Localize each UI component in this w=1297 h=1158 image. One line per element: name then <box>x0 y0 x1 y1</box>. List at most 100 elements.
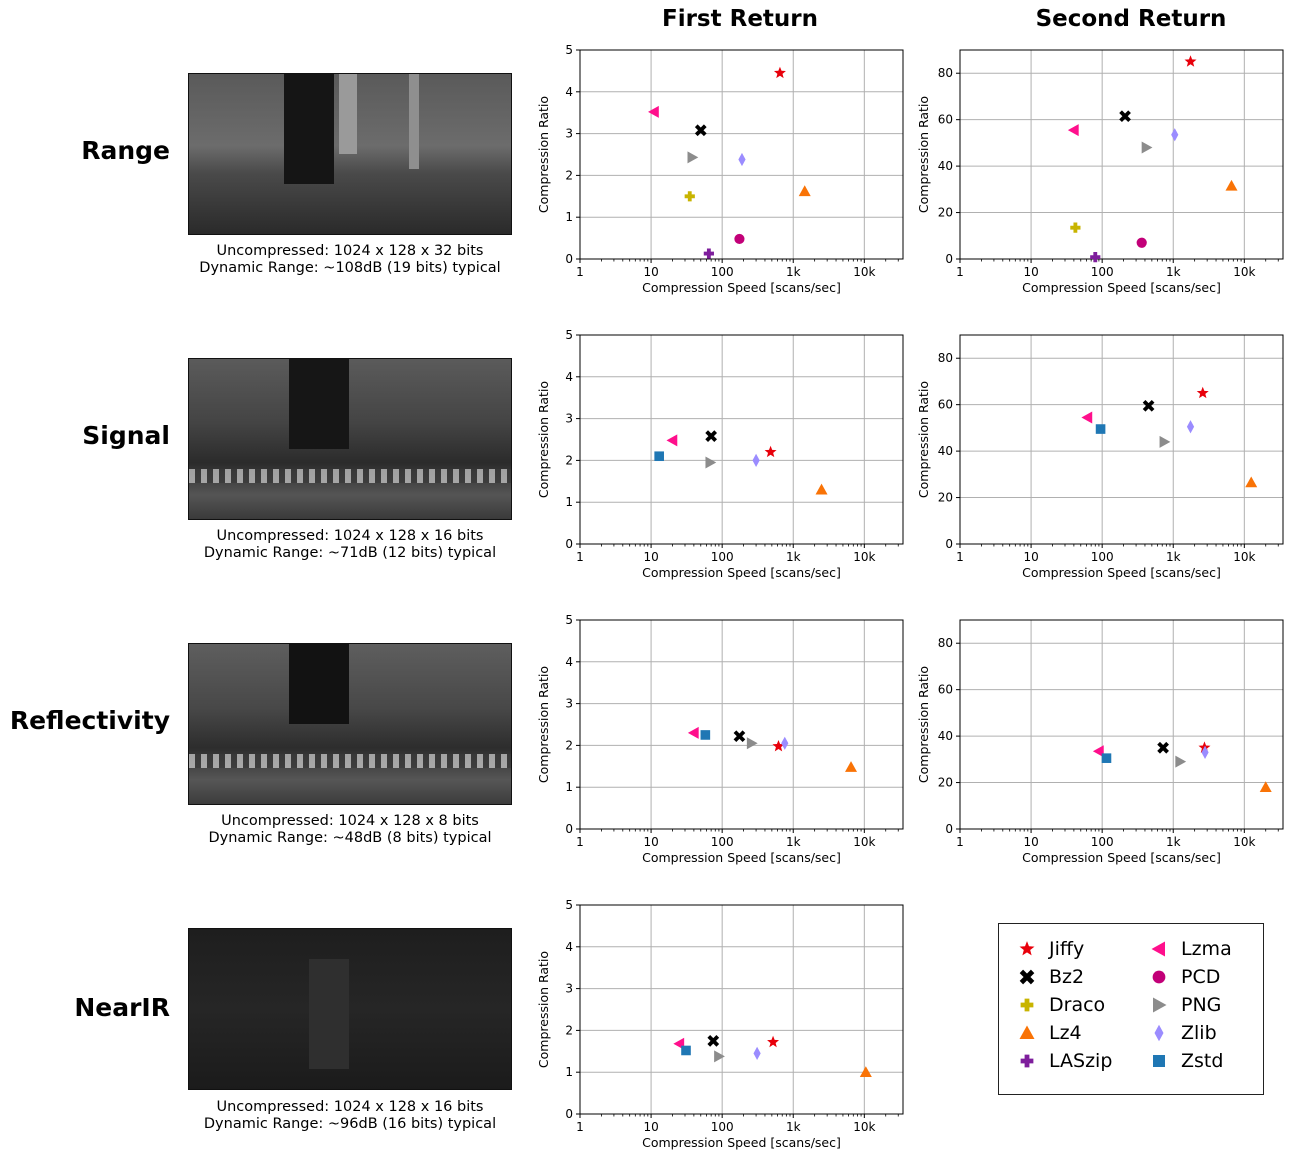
point-zstd <box>1101 753 1112 763</box>
x-tick-label: 10k <box>853 1120 875 1134</box>
x-tick-label: 10k <box>853 265 875 279</box>
y-tick-label: 5 <box>565 613 573 627</box>
y-tick-label: 5 <box>565 43 573 57</box>
legend-label: Jiffy <box>1049 938 1085 960</box>
point-jiffy <box>1196 386 1209 399</box>
point-jiffy <box>764 445 777 458</box>
legend-marker-bz2 <box>1019 969 1035 985</box>
y-tick-label: 40 <box>938 159 953 173</box>
point-bz2 <box>733 730 746 743</box>
row-label-nearir: NearIR <box>74 993 170 1022</box>
y-tick-label: 20 <box>938 491 953 505</box>
point-jiffy <box>773 66 786 79</box>
x-tick-label: 1k <box>786 1120 801 1134</box>
legend-item-bz2: Bz2 <box>1017 966 1084 988</box>
x-tick-label: 1k <box>1166 835 1181 849</box>
legend-label: PCD <box>1181 966 1221 988</box>
legend-marker-png <box>1153 997 1167 1013</box>
point-lzma <box>1092 745 1104 758</box>
y-tick-label: 0 <box>945 822 953 836</box>
point-png <box>1141 141 1153 154</box>
x-tick-label: 10 <box>1023 835 1038 849</box>
y-tick-label: 3 <box>565 982 573 996</box>
x-tick-label: 1 <box>576 265 584 279</box>
plot-signal-second-return: 1 10 100 1k 10k 0 20 40 60 80 Compression Speed [s… <box>916 334 1284 580</box>
x-axis-label: Compression Speed [scans/sec] <box>642 850 841 865</box>
point-bz2 <box>707 1034 720 1047</box>
legend-marker-shape <box>1154 1024 1164 1042</box>
point-zstd <box>681 1045 691 1056</box>
plot-frame <box>959 334 1284 545</box>
x-tick-label: 1 <box>956 550 964 564</box>
x-tick-label: 100 <box>711 1120 734 1134</box>
x-tick-label: 1 <box>956 835 964 849</box>
legend-label: Zlib <box>1181 1022 1217 1044</box>
y-axis-label: Compression Ratio <box>536 381 551 498</box>
legend-marker-shape <box>1019 941 1035 956</box>
signal-caption-line1: Uncompressed: 1024 x 128 x 16 bits <box>216 528 484 544</box>
y-tick-label: 20 <box>938 776 953 790</box>
legend-item-lzma: Lzma <box>1149 938 1232 960</box>
legend-marker-draco <box>1020 998 1034 1012</box>
signal-caption: Uncompressed: 1024 x 128 x 16 bits Dynam… <box>160 528 540 562</box>
point-bz2 <box>1157 741 1169 754</box>
point-draco <box>1070 222 1081 233</box>
point-lz4 <box>1259 781 1272 792</box>
y-axis-label: Compression Ratio <box>916 96 931 213</box>
point-lzma <box>648 105 659 118</box>
reflectivity-image <box>188 643 512 805</box>
point-lzma <box>1067 124 1079 137</box>
point-laszip <box>1090 252 1101 263</box>
legend-marker-shape <box>1153 1055 1165 1067</box>
point-bz2 <box>694 124 707 137</box>
y-tick-label: 20 <box>938 206 953 220</box>
point-zlib <box>738 152 746 167</box>
plot-reflectivity-second-return: 1 10 100 1k 10k 0 20 40 60 80 Compression Speed [s… <box>916 619 1284 865</box>
y-tick-label: 2 <box>565 453 573 467</box>
plot-range-second-return: 1 10 100 1k 10k 0 20 40 60 80 Compression Speed [s… <box>916 49 1284 295</box>
legend-item-zlib: Zlib <box>1149 1022 1217 1044</box>
point-png <box>1175 755 1187 768</box>
y-tick-label: 2 <box>565 168 573 182</box>
y-tick-label: 40 <box>938 444 953 458</box>
y-tick-label: 0 <box>565 1107 573 1121</box>
nearir-image <box>188 928 512 1090</box>
range-caption: Uncompressed: 1024 x 128 x 32 bits Dynam… <box>160 243 540 277</box>
y-tick-label: 0 <box>945 252 953 266</box>
row-label-range: Range <box>81 136 170 165</box>
point-pcd <box>734 233 745 245</box>
y-tick-label: 0 <box>565 822 573 836</box>
plot-frame <box>579 904 904 1115</box>
legend-label: PNG <box>1181 994 1222 1016</box>
point-png <box>746 737 758 750</box>
x-tick-label: 10k <box>853 835 875 849</box>
y-tick-label: 1 <box>565 1065 573 1079</box>
point-lz4 <box>798 185 811 197</box>
plot-frame <box>579 334 904 545</box>
reflectivity-caption-line2: Dynamic Range: ~48dB (8 bits) typical <box>208 830 492 846</box>
legend-marker-zstd <box>1153 1055 1165 1067</box>
legend: Jiffy Bz2 Draco Lz4 LASzip Lzma PCD PNG Zlib Zstd <box>998 923 1264 1095</box>
point-lz4 <box>845 761 858 772</box>
point-bz2 <box>1119 110 1131 123</box>
x-tick-label: 1k <box>1166 550 1181 564</box>
plot-frame <box>579 49 904 260</box>
y-tick-label: 0 <box>565 252 573 266</box>
point-zlib <box>753 1046 761 1060</box>
point-lz4 <box>859 1066 872 1077</box>
legend-marker-shape <box>1019 969 1035 985</box>
y-axis-label: Compression Ratio <box>916 666 931 783</box>
x-tick-label: 100 <box>1091 835 1114 849</box>
nearir-caption-line1: Uncompressed: 1024 x 128 x 16 bits <box>216 1099 484 1115</box>
signal-image <box>188 358 512 520</box>
column-title-second-return: Second Return <box>1035 6 1227 32</box>
legend-item-pcd: PCD <box>1149 966 1220 988</box>
range-image <box>188 73 512 235</box>
point-zlib <box>1186 420 1195 434</box>
x-axis-label: Compression Speed [scans/sec] <box>642 1135 841 1150</box>
nearir-caption: Uncompressed: 1024 x 128 x 16 bits Dynam… <box>160 1099 540 1133</box>
y-tick-label: 4 <box>565 370 573 384</box>
legend-marker-shape <box>1020 998 1034 1012</box>
